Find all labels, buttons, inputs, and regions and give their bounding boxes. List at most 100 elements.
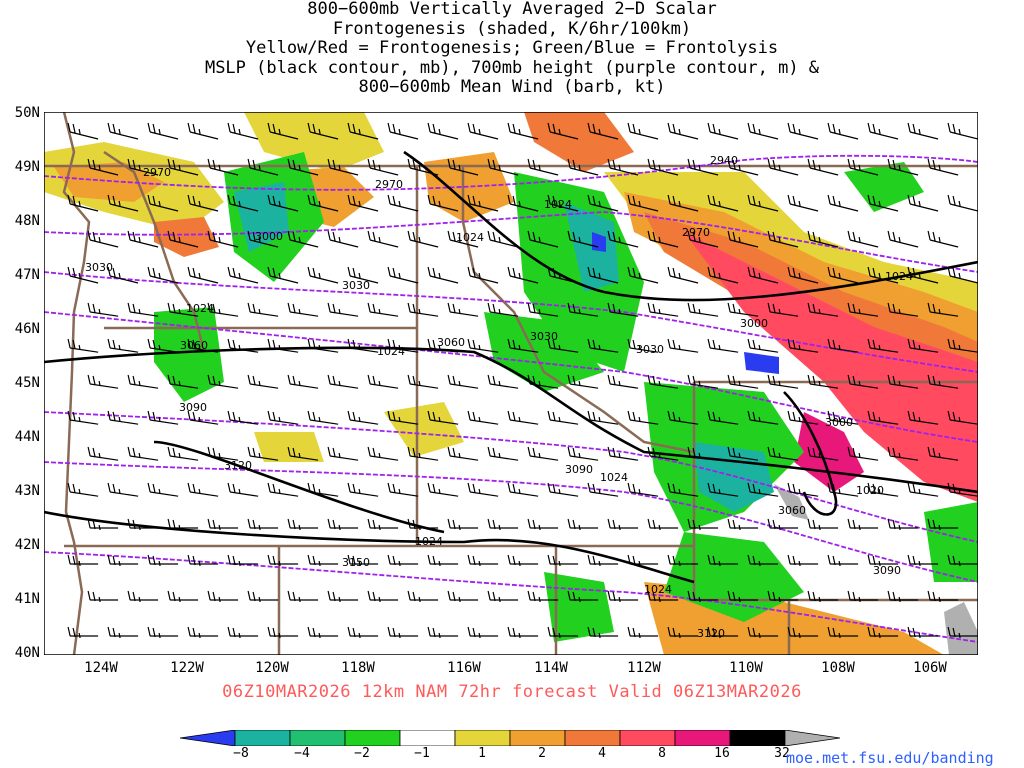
wind-barb: [227, 482, 259, 497]
wind-barb: [67, 482, 99, 497]
wind-barb: [887, 446, 919, 461]
wind-barb: [247, 158, 279, 176]
wind-barb: [87, 590, 119, 603]
title-line: Yellow/Red = Frontogenesis; Green/Blue =…: [245, 38, 779, 58]
wind-barb: [647, 158, 679, 176]
wind-barb: [327, 158, 359, 176]
wind-barb: [427, 266, 459, 284]
mslp-contour-label: 1024: [644, 583, 672, 596]
wind-barb: [647, 302, 679, 317]
wind-barb: [247, 230, 279, 248]
wind-barb: [507, 266, 539, 284]
colorbar-label: 4: [598, 746, 606, 761]
wind-barb: [307, 626, 339, 639]
wind-barb: [107, 626, 139, 639]
wind-barb: [847, 446, 879, 461]
wind-barb: [667, 410, 699, 425]
wind-barb: [247, 446, 279, 461]
wind-barb: [487, 446, 519, 461]
height-contour-label: 2970: [143, 166, 171, 179]
colorbar-label: 1: [478, 746, 486, 761]
wind-barb: [107, 554, 139, 567]
lon-label: 114W: [534, 660, 568, 676]
wind-barb: [607, 518, 639, 531]
wind-barb: [167, 158, 199, 176]
wind-barb: [187, 194, 219, 212]
wind-barb: [67, 266, 99, 284]
wind-barb: [247, 374, 279, 389]
wind-barb: [627, 266, 659, 284]
wind-barb: [267, 554, 299, 567]
wind-barb: [87, 518, 119, 531]
wind-barb: [707, 410, 739, 425]
lon-label: 118W: [341, 660, 375, 676]
wind-barb: [107, 482, 139, 497]
wind-barb: [647, 518, 679, 531]
wind-barb: [147, 266, 179, 284]
lat-label: 48N: [14, 213, 40, 229]
wind-barb: [607, 230, 639, 248]
height-contour-label: 3150: [342, 556, 370, 569]
lon-label: 108W: [821, 660, 855, 676]
wind-barb: [467, 194, 499, 212]
wind-barb: [347, 554, 379, 567]
frontogenesis-band: [54, 162, 164, 202]
wind-barb: [647, 230, 679, 248]
wind-barb: [147, 194, 179, 212]
wind-barb: [427, 338, 459, 353]
mslp-contour: [44, 510, 695, 584]
wind-barb: [867, 266, 899, 284]
wind-barb: [187, 338, 219, 353]
wind-barb: [487, 374, 519, 389]
wind-barb: [827, 122, 859, 140]
wind-barb: [767, 446, 799, 461]
wind-barb: [907, 122, 939, 140]
wind-barb: [227, 266, 259, 284]
wind-barb: [207, 158, 239, 176]
height-contour-label: 3060: [778, 504, 806, 517]
wind-barb: [527, 374, 559, 389]
colorbar-segment: [180, 730, 236, 746]
wind-barb: [327, 374, 359, 389]
wind-barb: [807, 230, 839, 248]
wind-barb: [67, 626, 99, 639]
wind-barb: [847, 302, 879, 317]
wind-barb: [927, 158, 959, 176]
wind-barb: [947, 410, 978, 425]
wind-barb: [327, 302, 359, 317]
wind-barb: [227, 554, 259, 567]
wind-barb: [767, 158, 799, 176]
wind-barb: [547, 266, 579, 284]
wind-barb: [927, 446, 959, 461]
wind-barb: [827, 626, 859, 639]
colorbar-label: 16: [714, 746, 730, 761]
lat-label: 40N: [14, 645, 40, 661]
wind-barb: [507, 122, 539, 140]
wind-barb: [447, 302, 479, 317]
wind-barb: [707, 338, 739, 353]
wind-barb: [247, 590, 279, 603]
wind-barb: [827, 338, 859, 353]
colorbar-label: −1: [414, 746, 430, 761]
wind-barb: [167, 446, 199, 461]
mslp-contour-label: 1024: [415, 535, 443, 548]
wind-barb: [527, 590, 559, 603]
height-contour-label: 3030: [530, 330, 558, 343]
wind-barb: [847, 230, 879, 248]
colorbar-segment: [729, 730, 786, 746]
wind-barb: [707, 122, 739, 140]
wind-barb: [187, 266, 219, 284]
mslp-contour-label: 1024: [544, 198, 572, 211]
colorbar-label: 32: [774, 746, 790, 761]
wind-barb: [687, 518, 719, 531]
wind-barb: [547, 554, 579, 567]
wind-barb: [467, 554, 499, 567]
wind-barb: [307, 554, 339, 567]
wind-barb: [507, 482, 539, 497]
wind-barb: [127, 302, 159, 317]
wind-barb: [347, 338, 379, 353]
wind-barb: [407, 158, 439, 176]
credit-link[interactable]: moe.met.fsu.edu/banding: [786, 749, 994, 767]
wind-barb: [167, 230, 199, 248]
wind-barb: [67, 554, 99, 567]
